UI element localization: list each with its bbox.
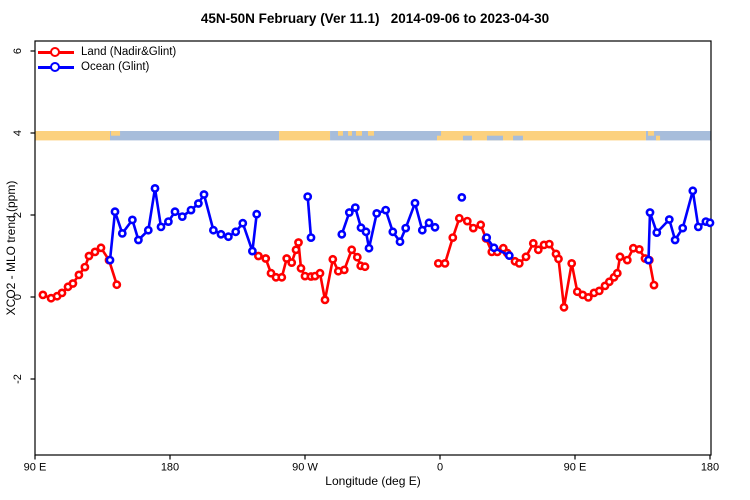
x-axis-title: Longitude (deg E) [325,474,421,488]
svg-text:90 E: 90 E [564,462,587,474]
ocean-series [105,183,715,265]
legend-label-ocean: Ocean (Glint) [81,61,150,73]
y-axis: 6 4 2 0 -2 [12,48,35,384]
x-axis: 90 E 180 90 W 0 90 E 180 [24,455,719,474]
land-series [38,213,659,312]
legend-item-ocean: Ocean (Glint) [38,60,176,75]
ocean-series-marker-icon [38,62,74,74]
svg-text:0: 0 [437,462,443,474]
svg-text:90 W: 90 W [292,462,318,474]
plot-border [34,40,712,456]
legend-label-land: Land (Nadir&Glint) [81,46,177,58]
svg-text:180: 180 [161,462,179,474]
land-series-marker-icon [38,47,74,59]
svg-text:90 E: 90 E [24,462,47,474]
svg-text:4: 4 [12,130,24,136]
svg-text:6: 6 [12,48,24,54]
chart-title: 45N-50N February (Ver 11.1) 2014-09-06 t… [200,11,550,26]
land-ocean-band [35,131,712,141]
y-axis-title: XCO2 - MLO trend (ppm) [4,180,18,316]
svg-text:-2: -2 [12,374,24,384]
legend-item-land: Land (Nadir&Glint) [38,45,176,60]
svg-text:0: 0 [12,294,24,300]
svg-text:180: 180 [701,462,719,474]
svg-text:2: 2 [12,212,24,218]
legend: Land (Nadir&Glint) Ocean (Glint) [38,45,176,75]
